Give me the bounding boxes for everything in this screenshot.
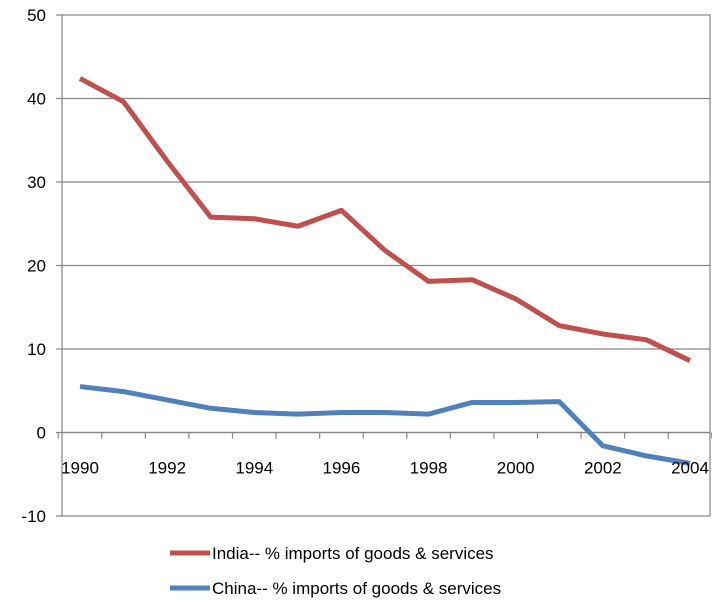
- y-tick-label: 10: [27, 340, 46, 359]
- x-axis-tick-labels: 1990 1992 1994 1996 1998 2000 2002 2004: [61, 459, 709, 478]
- legend-label: China-- % imports of goods & services: [212, 579, 501, 598]
- x-tick-label: 2002: [584, 459, 622, 478]
- legend: India-- % imports of goods & services Chi…: [170, 544, 501, 598]
- plot-frame: [61, 14, 711, 517]
- y-tick-label: 20: [27, 257, 46, 276]
- series-line-india: [78, 76, 692, 363]
- gridlines: [56, 14, 710, 517]
- x-axis-tick-marks: [57, 432, 712, 439]
- x-tick-label: 2004: [671, 459, 709, 478]
- x-tick-label: 1996: [323, 459, 361, 478]
- x-tick-label: 1994: [235, 459, 273, 478]
- y-tick-label: 0: [37, 424, 46, 443]
- series-lines: [78, 76, 692, 466]
- y-tick-label: 40: [27, 90, 46, 109]
- legend-label: India-- % imports of goods & services: [212, 544, 494, 563]
- x-tick-label: 1998: [410, 459, 448, 478]
- y-tick-label: 50: [27, 6, 46, 25]
- x-tick-label: 1990: [61, 459, 99, 478]
- y-axis-tick-labels: -10 0 10 20 30 40 50: [21, 6, 46, 526]
- series-line-china: [79, 384, 691, 466]
- x-tick-label: 2000: [497, 459, 535, 478]
- y-tick-label: 30: [27, 173, 46, 192]
- y-tick-label: -10: [21, 507, 46, 526]
- x-tick-label: 1992: [148, 459, 186, 478]
